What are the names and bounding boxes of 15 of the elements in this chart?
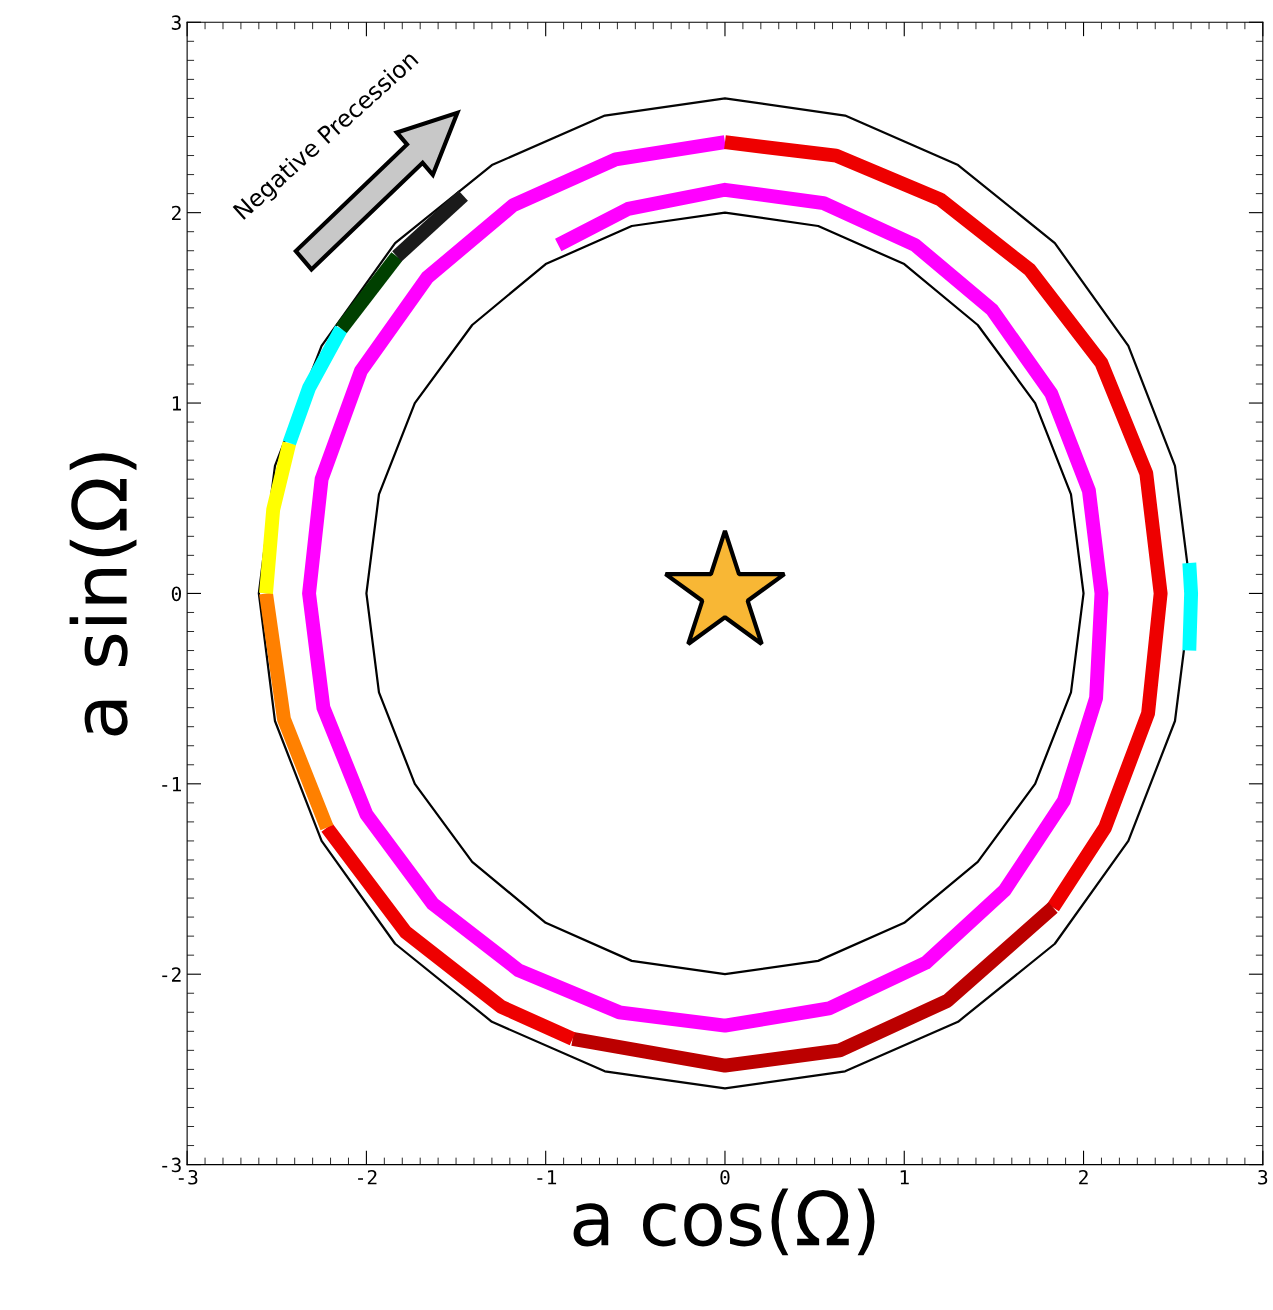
x-tick-label: 2 [1079, 1169, 1088, 1185]
x-tick-label: 3 [1258, 1169, 1268, 1185]
y-axis-title: a sin(Ω) [69, 453, 137, 736]
x-tick-label: 0 [720, 1169, 730, 1185]
y-tick-label: -2 [162, 967, 181, 982]
y-tick-label: 2 [172, 205, 181, 221]
x-tick-label: -2 [358, 1169, 377, 1185]
x-axis-title: a cos(Ω) [573, 1188, 875, 1256]
x-tick-label: -1 [537, 1170, 557, 1185]
y-tick-label: 0 [171, 586, 182, 602]
y-tick-label: 1 [172, 396, 181, 411]
y-tick-label: -3 [162, 1157, 181, 1173]
x-tick-label: 1 [900, 1170, 909, 1185]
y-tick-label: 3 [171, 15, 181, 30]
y-tick-label: -1 [162, 777, 181, 792]
